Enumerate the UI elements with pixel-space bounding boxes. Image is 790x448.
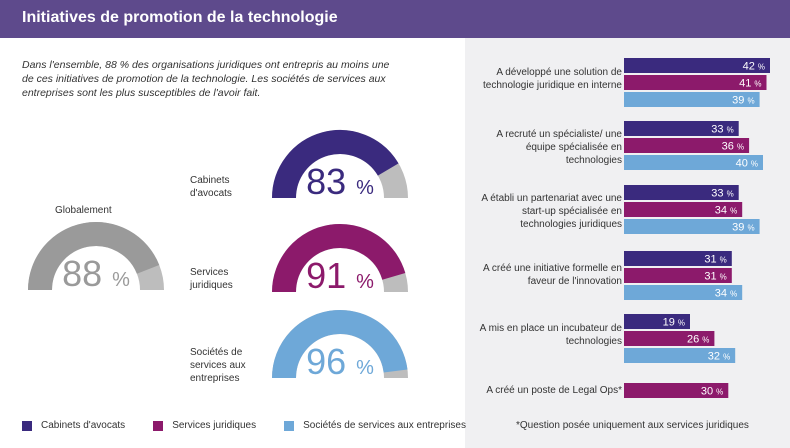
bar-unit-services-juridiques-q6: %: [716, 388, 723, 397]
bar-label-services-juridiques-q5: 26 %: [687, 334, 709, 346]
gauge-label-global: Globalement: [55, 205, 112, 216]
bar-label-societes-q4: 34 %: [715, 288, 737, 300]
gauge-label-societes: Sociétés de services aux entreprises: [190, 347, 246, 384]
question-label-6: A créé un poste de Legal Ops*: [486, 385, 622, 396]
bar-label-cabinets-q5: 19 %: [663, 317, 685, 329]
bar-cabinets-q3: [624, 185, 739, 200]
question-label-2: A recruté un spécialiste/ une équipe spé…: [496, 129, 622, 166]
bar-societes-q1: [624, 92, 760, 107]
bar-unit-societes-q5: %: [723, 353, 730, 362]
bar-unit-services-juridiques-q3: %: [730, 207, 737, 216]
legend: Cabinets d'avocats Services juridiques S…: [22, 420, 494, 431]
bar-unit-societes-q2: %: [751, 160, 758, 169]
legend-swatch-cabinets: [22, 420, 32, 431]
legend-label-societes: Sociétés de services aux entreprises: [303, 420, 466, 431]
bar-unit-cabinets-q5: %: [678, 319, 685, 328]
gauge-label-cabinets: Cabinets d'avocats: [190, 175, 232, 199]
legend-label-services-juridiques: Services juridiques: [172, 420, 257, 431]
bar-unit-services-juridiques-q4: %: [720, 273, 727, 282]
header: Initiatives de promotion de la technolog…: [0, 0, 790, 38]
question-label-4: A créé une initiative formelle en faveur…: [483, 263, 622, 287]
bar-unit-services-juridiques-q5: %: [702, 336, 709, 345]
left-panel: Dans l'ensemble, 88 % des organisations …: [0, 38, 465, 448]
page-title: Initiatives de promotion de la technolog…: [22, 9, 338, 26]
bar-label-cabinets-q1: 42 %: [743, 61, 765, 73]
bar-unit-services-juridiques-q2: %: [737, 143, 744, 152]
bar-services-juridiques-q6: [624, 383, 729, 398]
bar-services-juridiques-q3: [624, 202, 743, 217]
bar-societes-q4: [624, 285, 743, 300]
bar-cabinets-q2: [624, 121, 739, 136]
bar-unit-societes-q4: %: [730, 290, 737, 299]
gauge-arc-services-juridiques: [272, 224, 406, 293]
gauge-pct-societes: %: [356, 357, 374, 379]
bar-unit-societes-q3: %: [747, 224, 754, 233]
bar-services-juridiques-q2: [624, 138, 750, 153]
bar-label-services-juridiques-q6: 30 %: [701, 386, 723, 398]
bar-label-societes-q1: 39 %: [732, 95, 754, 107]
gauge-arc-societes: [272, 310, 408, 379]
gauge-arc-global: [28, 222, 160, 291]
gauge-pct-global: %: [112, 269, 130, 291]
bar-label-cabinets-q4: 31 %: [704, 254, 726, 266]
question-label-5: A mis en place un incubateur de technolo…: [479, 323, 622, 347]
gauge-charts: 88 % 83 % 91 % 96 %: [28, 130, 408, 382]
bar-label-services-juridiques-q4: 31 %: [704, 271, 726, 283]
bar-services-juridiques-q5: [624, 331, 715, 346]
bar-unit-cabinets-q4: %: [720, 256, 727, 265]
bar-label-societes-q2: 40 %: [736, 158, 758, 170]
legend-item-cabinets: Cabinets d'avocats: [22, 420, 125, 431]
bar-label-societes-q3: 39 %: [732, 222, 754, 234]
gauge-value-societes: 96 %: [306, 341, 374, 382]
bar-label-services-juridiques-q3: 34 %: [715, 205, 737, 217]
bar-societes-q2: [624, 155, 763, 170]
gauge-pct-services-juridiques: %: [356, 271, 374, 293]
bar-services-juridiques-q4: [624, 268, 732, 283]
legend-item-services-juridiques: Services juridiques: [153, 420, 256, 431]
bar-label-cabinets-q2: 33 %: [711, 124, 733, 136]
bar-chart: 42 % 41 % 39 % 33 % 36 % 40 % 33 % 34 % 39 % 31 %…: [624, 58, 770, 398]
gauge-label-services-juridiques: Services juridiques: [190, 267, 233, 291]
bar-unit-cabinets-q1: %: [758, 63, 765, 72]
question-label-3: A établi un partenariat avec une start-u…: [481, 193, 622, 230]
bar-unit-services-juridiques-q1: %: [754, 80, 761, 89]
bar-societes-q5: [624, 348, 736, 363]
footnote: *Question posée uniquement aux services …: [516, 420, 749, 431]
gauge-pct-cabinets: %: [356, 177, 374, 199]
legend-swatch-societes: [284, 420, 295, 431]
question-label-1: A développé une solution de technologie …: [483, 67, 622, 91]
bar-cabinets-q5: [624, 314, 690, 329]
gauge-value-global: 88 %: [62, 253, 130, 294]
legend-label-cabinets: Cabinets d'avocats: [41, 420, 126, 431]
bar-label-cabinets-q3: 33 %: [711, 188, 733, 200]
bar-label-services-juridiques-q1: 41 %: [739, 78, 761, 90]
bar-unit-cabinets-q3: %: [727, 190, 734, 199]
bar-societes-q3: [624, 219, 760, 234]
bar-unit-societes-q1: %: [747, 97, 754, 106]
bar-services-juridiques-q1: [624, 75, 767, 90]
bar-label-societes-q5: 32 %: [708, 351, 730, 363]
bar-label-services-juridiques-q2: 36 %: [722, 141, 744, 153]
gauge-value-services-juridiques: 91 %: [306, 255, 374, 296]
gauge-arc-cabinets: [272, 130, 399, 199]
bar-unit-cabinets-q2: %: [727, 126, 734, 135]
bar-cabinets-q1: [624, 58, 770, 73]
intro-text: Dans l'ensemble, 88 % des organisations …: [22, 59, 390, 100]
bar-cabinets-q4: [624, 251, 732, 266]
legend-swatch-services-juridiques: [153, 420, 164, 431]
gauge-value-cabinets: 83 %: [306, 161, 374, 202]
legend-item-societes: Sociétés de services aux entreprises: [284, 420, 466, 431]
